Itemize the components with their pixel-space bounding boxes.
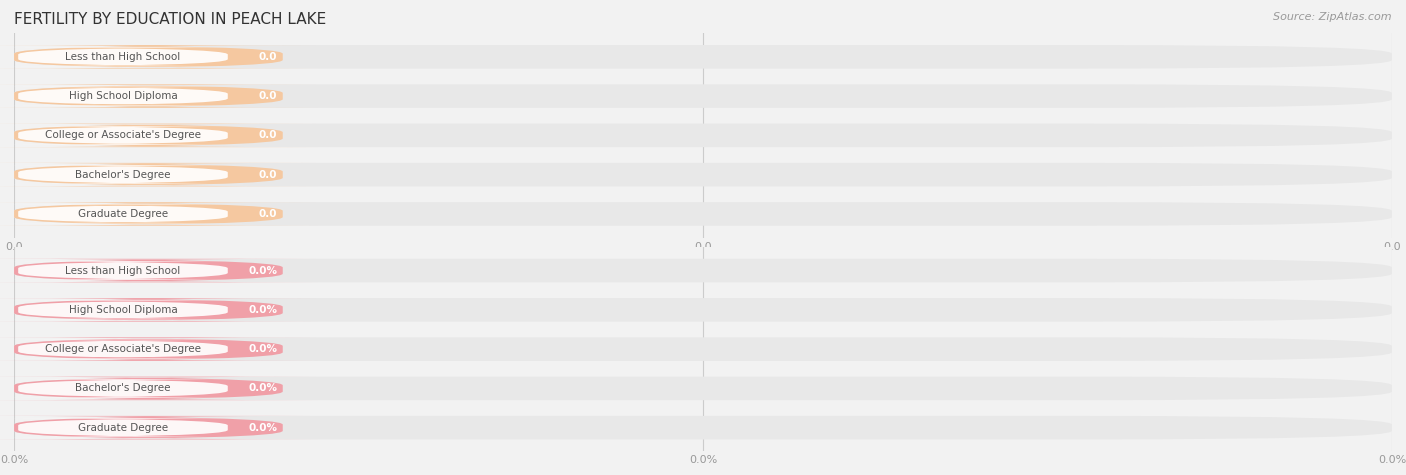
Text: 0.0: 0.0	[259, 130, 277, 141]
FancyBboxPatch shape	[0, 377, 318, 400]
FancyBboxPatch shape	[14, 377, 1392, 400]
FancyBboxPatch shape	[14, 202, 1392, 226]
Text: Less than High School: Less than High School	[65, 266, 180, 276]
FancyBboxPatch shape	[0, 202, 318, 226]
Text: 0.0%: 0.0%	[249, 305, 277, 315]
FancyBboxPatch shape	[0, 261, 266, 280]
FancyBboxPatch shape	[0, 298, 318, 322]
FancyBboxPatch shape	[0, 337, 318, 361]
FancyBboxPatch shape	[0, 163, 318, 186]
Text: 0.0%: 0.0%	[249, 266, 277, 276]
Text: 0.0: 0.0	[259, 91, 277, 101]
FancyBboxPatch shape	[14, 298, 1392, 322]
Text: College or Associate's Degree: College or Associate's Degree	[45, 344, 201, 354]
FancyBboxPatch shape	[14, 85, 1392, 108]
Text: Less than High School: Less than High School	[65, 52, 180, 62]
FancyBboxPatch shape	[0, 416, 318, 439]
FancyBboxPatch shape	[14, 416, 1392, 439]
FancyBboxPatch shape	[0, 165, 266, 184]
FancyBboxPatch shape	[0, 85, 318, 108]
FancyBboxPatch shape	[14, 45, 1392, 68]
FancyBboxPatch shape	[0, 259, 318, 282]
Text: FERTILITY BY EDUCATION IN PEACH LAKE: FERTILITY BY EDUCATION IN PEACH LAKE	[14, 12, 326, 27]
Text: Graduate Degree: Graduate Degree	[77, 423, 169, 433]
Text: College or Associate's Degree: College or Associate's Degree	[45, 130, 201, 141]
Text: 0.0%: 0.0%	[249, 423, 277, 433]
FancyBboxPatch shape	[0, 86, 266, 105]
FancyBboxPatch shape	[0, 45, 318, 68]
Text: Graduate Degree: Graduate Degree	[77, 209, 169, 219]
Text: 0.0: 0.0	[259, 209, 277, 219]
Text: Bachelor's Degree: Bachelor's Degree	[76, 383, 170, 393]
Text: High School Diploma: High School Diploma	[69, 91, 177, 101]
FancyBboxPatch shape	[0, 300, 266, 319]
Text: 0.0: 0.0	[259, 170, 277, 180]
FancyBboxPatch shape	[14, 124, 1392, 147]
Text: High School Diploma: High School Diploma	[69, 305, 177, 315]
Text: 0.0%: 0.0%	[249, 383, 277, 393]
FancyBboxPatch shape	[0, 379, 266, 398]
Text: Bachelor's Degree: Bachelor's Degree	[76, 170, 170, 180]
FancyBboxPatch shape	[0, 48, 266, 66]
FancyBboxPatch shape	[14, 259, 1392, 282]
FancyBboxPatch shape	[14, 337, 1392, 361]
FancyBboxPatch shape	[14, 163, 1392, 186]
FancyBboxPatch shape	[0, 126, 266, 145]
FancyBboxPatch shape	[0, 418, 266, 437]
Text: Source: ZipAtlas.com: Source: ZipAtlas.com	[1274, 12, 1392, 22]
FancyBboxPatch shape	[0, 340, 266, 359]
Text: 0.0: 0.0	[259, 52, 277, 62]
FancyBboxPatch shape	[0, 124, 318, 147]
Text: 0.0%: 0.0%	[249, 344, 277, 354]
FancyBboxPatch shape	[0, 205, 266, 223]
